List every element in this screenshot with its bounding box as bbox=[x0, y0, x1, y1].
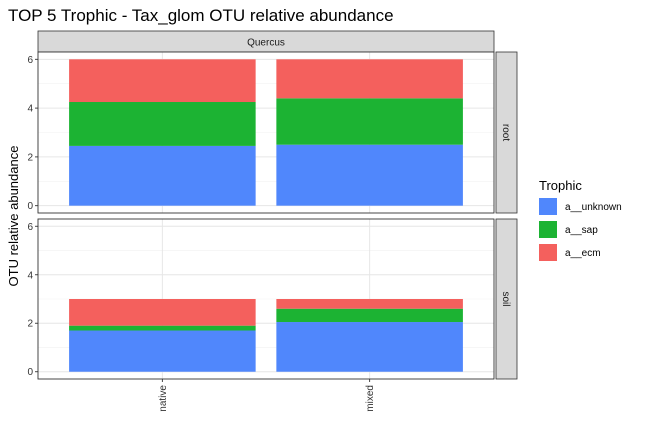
facet-panel-soil: 0 2 4 6 soil bbox=[27, 218, 518, 380]
x-tick-label: mixed bbox=[365, 385, 376, 412]
bar-root-mixed-a__ecm bbox=[276, 59, 463, 99]
bar-root-native-a__sap bbox=[69, 102, 256, 146]
bar-root-mixed-a__sap bbox=[276, 98, 463, 145]
legend-title: Trophic bbox=[539, 178, 582, 193]
y-tick-label: 2 bbox=[27, 319, 33, 330]
legend-swatch-a__unknown bbox=[539, 198, 557, 215]
y-tick-label: 4 bbox=[27, 104, 33, 115]
x-tick-label: native bbox=[158, 385, 169, 412]
chart-title: TOP 5 Trophic - Tax_glom OTU relative ab… bbox=[8, 6, 394, 25]
facet-column-label: Quercus bbox=[247, 38, 285, 49]
bar-root-native-a__ecm bbox=[69, 59, 256, 103]
y-axis-title: OTU relative abundance bbox=[6, 146, 21, 287]
bar-soil-native-a__unknown bbox=[69, 330, 256, 372]
facet-panel-root: 0 2 4 6 root bbox=[27, 51, 518, 214]
bar-soil-mixed-a__sap bbox=[276, 308, 463, 323]
legend-label-a__sap: a__sap bbox=[565, 225, 598, 236]
facet-row-strip bbox=[495, 51, 518, 214]
panel-border bbox=[37, 51, 495, 214]
panel-border bbox=[37, 218, 495, 380]
y-tick-label: 2 bbox=[27, 152, 33, 163]
facet-row-label: root bbox=[500, 124, 511, 141]
facet-row-label: soil bbox=[500, 291, 511, 306]
bar-soil-mixed-a__unknown bbox=[276, 322, 463, 372]
y-tick-label: 4 bbox=[27, 270, 33, 281]
bar-root-mixed-a__unknown bbox=[276, 144, 463, 206]
legend-swatch-a__sap bbox=[539, 221, 557, 238]
legend-swatch-a__ecm bbox=[539, 244, 557, 261]
y-tick-label: 6 bbox=[27, 55, 33, 66]
legend-label-a__unknown: a__unknown bbox=[565, 202, 622, 213]
y-tick-label: 0 bbox=[27, 201, 33, 212]
y-tick-label: 0 bbox=[27, 367, 33, 378]
bar-root-native-a__unknown bbox=[69, 145, 256, 206]
legend-label-a__ecm: a__ecm bbox=[565, 248, 601, 259]
bar-soil-native-a__sap bbox=[69, 325, 256, 331]
bar-soil-mixed-a__ecm bbox=[276, 299, 463, 309]
bar-soil-native-a__ecm bbox=[69, 299, 256, 326]
facet-row-strip bbox=[495, 218, 518, 380]
y-tick-label: 6 bbox=[27, 222, 33, 233]
